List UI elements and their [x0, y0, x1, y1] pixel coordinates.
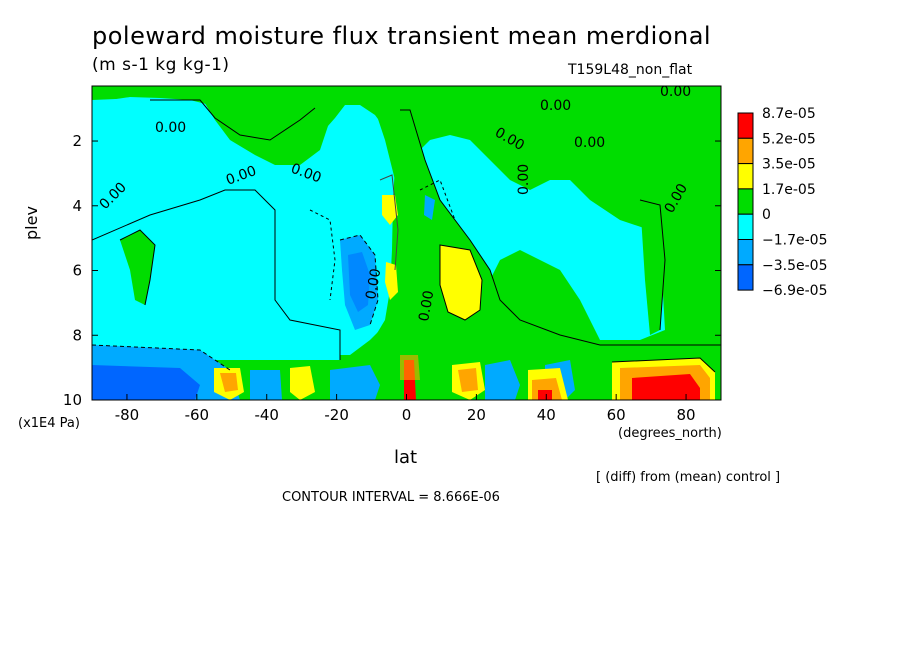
chart-units: (m s-1 kg kg-1) — [92, 55, 230, 75]
contour-label: 0.00 — [516, 164, 532, 195]
plot-field — [92, 86, 721, 400]
y-tick-label: 4 — [72, 197, 82, 215]
contour-label: 0.00 — [574, 135, 605, 151]
x-tick-label: 0 — [402, 406, 412, 424]
colorbar-swatch — [737, 137, 754, 165]
colorbar-label: 5.2e-05 — [762, 131, 816, 147]
x-axis-title: lat — [394, 447, 418, 468]
contour-labels: 0.000.00 0.000.000.000.000.00 0.000.000.00… — [97, 84, 692, 323]
colorbar-swatch — [737, 239, 754, 266]
diff-annotation: [ (diff) from (mean) control ] — [596, 470, 781, 485]
colorbar-swatch — [737, 163, 754, 190]
contour-label: 0.00 — [155, 120, 186, 136]
y-tick-label: 6 — [72, 262, 82, 280]
x-tick-label: 60 — [607, 406, 626, 424]
x-axis-unit: (degrees_north) — [618, 426, 722, 441]
y-axis: 2 4 6 8 10 — [63, 132, 721, 409]
colorbar-swatch — [737, 264, 754, 291]
colorbar: 8.7e-05 5.2e-05 3.5e-05 1.7e-05 0 −1.7e-05 −3.… — [737, 106, 827, 299]
colorbar-label: −6.9e-05 — [762, 283, 827, 299]
colorbar-label: 0 — [762, 207, 771, 223]
colorbar-label: −3.5e-05 — [762, 258, 827, 274]
y-tick-label: 10 — [63, 391, 82, 409]
x-tick-label: 80 — [677, 406, 696, 424]
contour-interval: CONTOUR INTERVAL = 8.666E-06 — [282, 490, 500, 505]
y-axis-unit: (x1E4 Pa) — [18, 416, 80, 431]
colorbar-swatch — [737, 112, 754, 139]
x-tick-label: 20 — [467, 406, 486, 424]
contour-lines — [92, 99, 721, 373]
contour-label: 0.00 — [540, 98, 571, 114]
colorbar-label: 3.5e-05 — [762, 157, 816, 173]
contour-label: 0.00 — [416, 289, 437, 322]
x-tick-label: 40 — [537, 406, 556, 424]
colorbar-label: 1.7e-05 — [762, 182, 816, 198]
x-axis: -80 -60 -40 -20 0 20 40 60 80 — [115, 394, 696, 424]
chart-title: poleward moisture flux transient mean me… — [92, 22, 712, 50]
y-tick-label: 2 — [72, 132, 82, 150]
colorbar-swatch — [737, 213, 754, 240]
x-tick-label: -40 — [254, 406, 279, 424]
colorbar-label: −1.7e-05 — [762, 233, 827, 249]
x-tick-label: -80 — [115, 406, 140, 424]
x-tick-label: -20 — [324, 406, 349, 424]
y-tick-label: 8 — [72, 326, 82, 344]
colorbar-swatch — [737, 188, 754, 215]
contour-label: 0.00 — [363, 267, 384, 300]
run-label: T159L48_non_flat — [568, 62, 693, 78]
x-tick-label: -60 — [185, 406, 210, 424]
contour-label: 0.00 — [660, 84, 691, 100]
colorbar-label: 8.7e-05 — [762, 106, 816, 122]
